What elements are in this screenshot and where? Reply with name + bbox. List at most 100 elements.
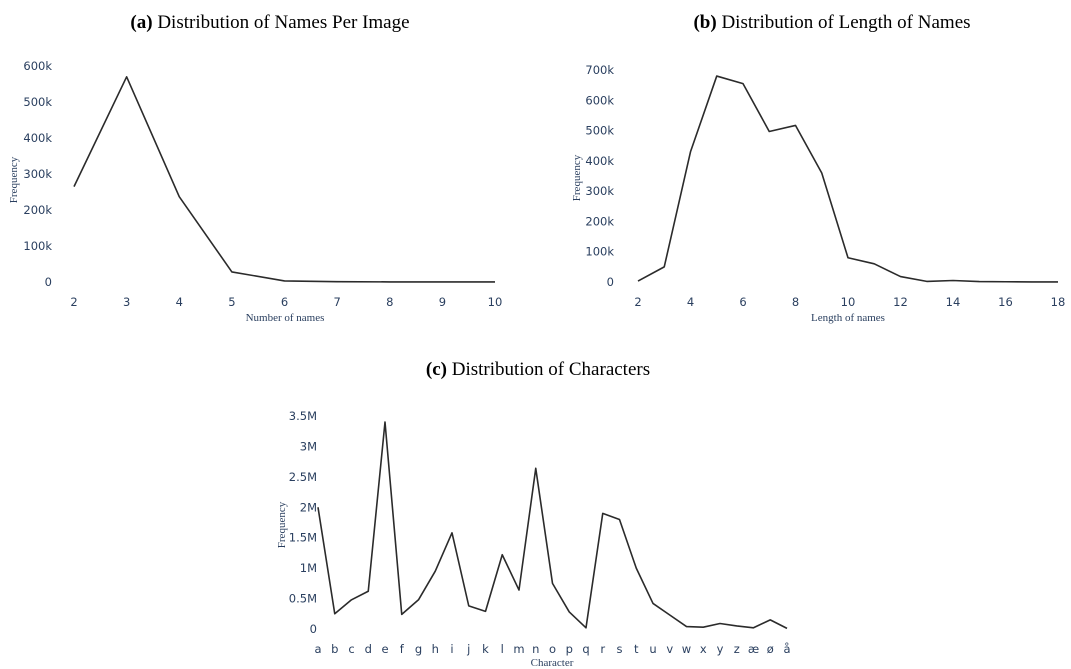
x-tick-label: e xyxy=(381,642,388,656)
x-tick-label: 9 xyxy=(439,295,446,309)
x-tick-label: t xyxy=(634,642,639,656)
y-tick-label: 500k xyxy=(23,95,52,109)
y-tick-label: 400k xyxy=(585,154,614,168)
panel-b-y-axis-label: Frequency xyxy=(571,154,583,201)
panel-b-x-ticks: 2 4 6 8 10 12 14 16 18 xyxy=(634,295,1065,309)
x-tick-label: h xyxy=(432,642,439,656)
panel-a-title: (a) Distribution of Names Per Image xyxy=(130,12,409,33)
x-tick-label: g xyxy=(415,642,422,656)
x-tick-label: b xyxy=(331,642,338,656)
panel-b-y-ticks: 0 100k 200k 300k 400k 500k 600k 700k xyxy=(585,63,614,289)
x-tick-label: 6 xyxy=(281,295,288,309)
x-tick-label: 5 xyxy=(228,295,235,309)
x-tick-label: l xyxy=(501,642,504,656)
x-tick-label: j xyxy=(466,642,470,656)
panel-c-y-axis-label: Frequency xyxy=(276,501,288,548)
panel-c-label: (c) xyxy=(426,359,447,380)
panel-c-title: (c) Distribution of Characters xyxy=(426,359,650,380)
panel-a-y-ticks: 0 100k 200k 300k 400k 500k 600k xyxy=(23,59,52,289)
y-tick-label: 3M xyxy=(300,439,317,453)
y-tick-label: 600k xyxy=(23,59,52,73)
x-tick-label: r xyxy=(600,642,605,656)
y-tick-label: 1M xyxy=(300,561,317,575)
y-tick-label: 400k xyxy=(23,131,52,145)
x-tick-label: 4 xyxy=(176,295,183,309)
panel-b-x-axis-label: Length of names xyxy=(811,312,885,324)
y-tick-label: 100k xyxy=(23,239,52,253)
y-tick-label: 200k xyxy=(23,203,52,217)
x-tick-label: w xyxy=(682,642,691,656)
x-tick-label: 8 xyxy=(792,295,799,309)
y-tick-label: 200k xyxy=(585,214,614,228)
y-tick-label: 700k xyxy=(585,63,614,77)
panel-a: (a) Distribution of Names Per Image 0100… xyxy=(8,12,502,324)
panel-c: (c) Distribution of Characters 0 0.5M 1M 1.… xyxy=(276,359,791,669)
panel-c-y-ticks: 0 0.5M 1M 1.5M 2M 2.5M 3M 3.5M xyxy=(289,409,317,636)
panel-b: (b) Distribution of Length of Names 0100… xyxy=(571,12,1065,324)
x-tick-label: å xyxy=(783,642,790,656)
x-tick-label: 8 xyxy=(386,295,393,309)
x-tick-label: q xyxy=(582,642,589,656)
x-tick-label: i xyxy=(450,642,453,656)
panel-c-title-text: Distribution of Characters xyxy=(452,359,650,380)
x-tick-label: æ xyxy=(748,642,759,656)
y-tick-label: 2M xyxy=(300,500,317,514)
panel-b-title: (b) Distribution of Length of Names xyxy=(693,12,970,33)
x-tick-label: s xyxy=(617,642,623,656)
y-tick-label: 0 xyxy=(45,275,52,289)
x-tick-label: 4 xyxy=(687,295,694,309)
panel-a-title-text: Distribution of Names Per Image xyxy=(157,12,409,33)
panel-b-title-text: Distribution of Length of Names xyxy=(721,12,970,33)
x-tick-label: p xyxy=(566,642,573,656)
panel-a-x-ticks: 2 3 4 5 6 7 8 9 10 xyxy=(70,295,502,309)
y-tick-label: 300k xyxy=(585,184,614,198)
panel-a-y-axis-label: Frequency xyxy=(8,156,20,203)
y-tick-label: 100k xyxy=(585,245,614,259)
x-tick-label: d xyxy=(365,642,372,656)
x-tick-label: y xyxy=(717,642,724,656)
panel-a-x-axis-label: Number of names xyxy=(246,312,325,324)
panel-b-series-line xyxy=(637,75,1059,283)
panel-a-label: (a) xyxy=(130,12,152,33)
data-points xyxy=(637,75,1059,283)
y-tick-label: 3.5M xyxy=(289,409,317,423)
x-tick-label: 10 xyxy=(841,295,856,309)
y-tick-label: 0 xyxy=(607,275,614,289)
panel-c-series-line xyxy=(317,421,788,630)
x-tick-label: 3 xyxy=(123,295,130,309)
x-tick-label: 2 xyxy=(634,295,641,309)
y-tick-label: 300k xyxy=(23,167,52,181)
panel-b-label: (b) xyxy=(693,12,716,33)
x-tick-label: m xyxy=(513,642,524,656)
data-points xyxy=(73,76,496,284)
y-tick-label: 0 xyxy=(310,622,317,636)
y-tick-label: 2.5M xyxy=(289,470,317,484)
x-tick-label: k xyxy=(482,642,489,656)
x-tick-label: x xyxy=(700,642,707,656)
x-tick-label: a xyxy=(314,642,321,656)
x-tick-label: u xyxy=(649,642,656,656)
y-tick-label: 0.5M xyxy=(289,592,317,606)
x-tick-label: ø xyxy=(767,642,774,656)
x-tick-label: 6 xyxy=(739,295,746,309)
x-tick-label: 12 xyxy=(893,295,908,309)
x-tick-label: 14 xyxy=(946,295,961,309)
y-tick-label: 600k xyxy=(585,93,614,107)
x-tick-label: c xyxy=(348,642,354,656)
x-tick-label: o xyxy=(549,642,556,656)
x-tick-label: 2 xyxy=(70,295,77,309)
y-tick-label: 500k xyxy=(585,124,614,138)
y-tick-label: 1.5M xyxy=(289,531,317,545)
panel-c-x-axis-label: Character xyxy=(531,657,574,669)
x-tick-label: 7 xyxy=(333,295,340,309)
x-tick-label: 16 xyxy=(998,295,1013,309)
x-tick-label: f xyxy=(400,642,405,656)
x-tick-label: 18 xyxy=(1051,295,1066,309)
panel-a-series-line xyxy=(73,76,496,283)
x-tick-label: 10 xyxy=(488,295,503,309)
x-tick-label: z xyxy=(734,642,740,656)
x-tick-label: n xyxy=(532,642,539,656)
x-tick-label: v xyxy=(666,642,673,656)
